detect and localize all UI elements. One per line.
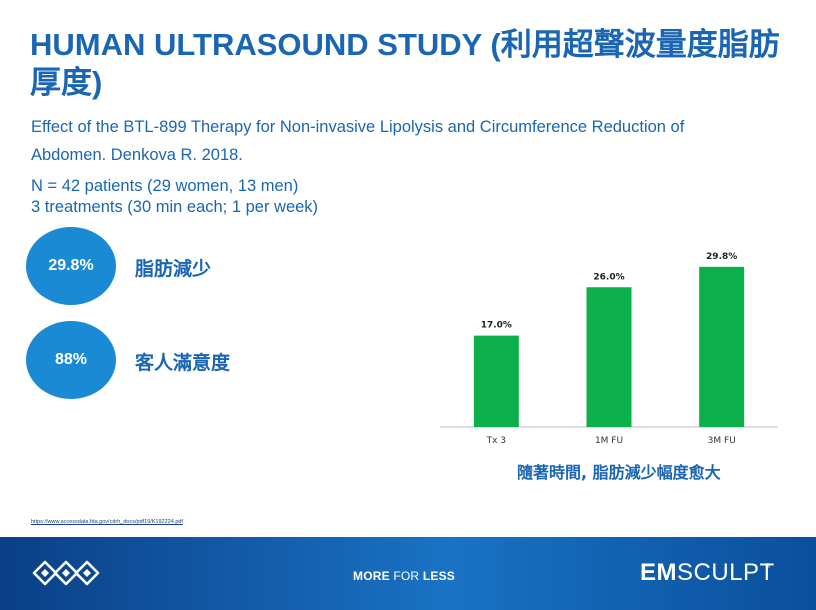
data-label-1: 26.0% — [593, 272, 624, 282]
brand-sculpt: SCULPT — [677, 559, 775, 586]
btl-logo-icon — [32, 560, 100, 586]
brand-registered-mark: ® — [765, 564, 771, 570]
reference-link[interactable]: https://www.accessdata.fda.gov/cdrh_docs… — [31, 519, 183, 525]
stat-label-fat-reduction: 脂肪減少 — [135, 258, 212, 280]
stat-value-satisfaction: 88% — [54, 351, 88, 368]
brand-em: EM — [640, 559, 677, 586]
fat-reduction-bar-chart: 17.0% Tx 3 26.0% 1M FU 29.8% 3M FU — [440, 252, 778, 446]
tick-label-1: 1M FU — [595, 436, 623, 446]
patient-count: N = 42 patients (29 women, 13 men) — [31, 177, 299, 195]
bar-0 — [473, 335, 519, 427]
tick-label-0: Tx 3 — [486, 436, 506, 446]
treatment-info: 3 treatments (30 min each; 1 per week) — [31, 198, 319, 216]
slogan-word-more: MORE — [353, 569, 390, 583]
stat-label-satisfaction: 客人滿意度 — [135, 352, 231, 374]
bar-2 — [699, 266, 745, 427]
slogan-word-for: FOR — [393, 569, 420, 583]
slogan-word-less: LESS — [422, 569, 455, 583]
bar-1 — [586, 287, 632, 427]
footer-slogan: MORE FOR LESS — [353, 569, 455, 583]
data-label-2: 29.8% — [706, 252, 737, 262]
stat-circle-satisfaction: 88% — [26, 321, 116, 399]
page-title: HUMAN ULTRASOUND STUDY (利用超聲波量度脂肪厚度) — [30, 27, 780, 100]
study-citation: Effect of the BTL-899 Therapy for Non-in… — [31, 118, 685, 164]
footer-bar: MORE FOR LESS EMSCULPT ® — [0, 537, 816, 610]
tick-label-2: 3M FU — [708, 436, 736, 446]
stat-circle-fat-reduction: 29.8% — [26, 227, 116, 305]
stat-value-fat-reduction: 29.8% — [48, 257, 94, 274]
data-label-0: 17.0% — [481, 321, 512, 331]
chart-caption: 隨著時間, 脂肪減少幅度愈大 — [517, 463, 721, 482]
emsculpt-brand: EMSCULPT — [640, 559, 775, 587]
